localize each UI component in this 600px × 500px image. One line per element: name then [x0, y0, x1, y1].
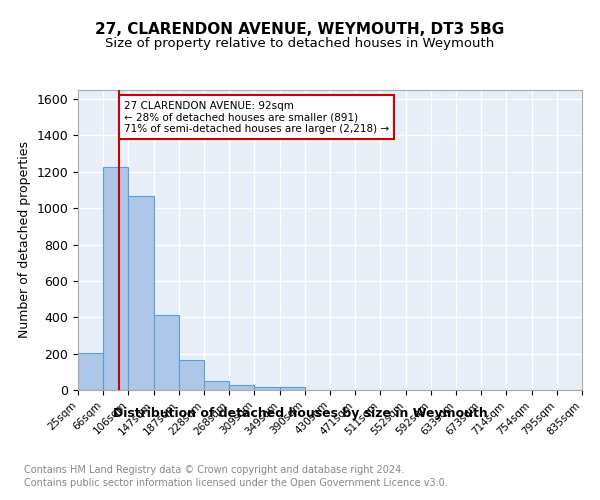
- Y-axis label: Number of detached properties: Number of detached properties: [18, 142, 31, 338]
- Bar: [254, 386, 280, 390]
- Bar: [229, 386, 254, 390]
- Bar: [280, 386, 305, 390]
- Bar: [154, 314, 179, 390]
- Text: Contains public sector information licensed under the Open Government Licence v3: Contains public sector information licen…: [24, 478, 448, 488]
- Text: 27 CLARENDON AVENUE: 92sqm
← 28% of detached houses are smaller (891)
71% of sem: 27 CLARENDON AVENUE: 92sqm ← 28% of deta…: [124, 100, 389, 134]
- Text: Contains HM Land Registry data © Crown copyright and database right 2024.: Contains HM Land Registry data © Crown c…: [24, 465, 404, 475]
- Bar: [128, 196, 154, 390]
- Bar: [204, 382, 229, 390]
- Text: Distribution of detached houses by size in Weymouth: Distribution of detached houses by size …: [113, 408, 487, 420]
- Bar: [78, 352, 103, 390]
- Bar: [179, 360, 204, 390]
- Text: Size of property relative to detached houses in Weymouth: Size of property relative to detached ho…: [106, 38, 494, 51]
- Text: 27, CLARENDON AVENUE, WEYMOUTH, DT3 5BG: 27, CLARENDON AVENUE, WEYMOUTH, DT3 5BG: [95, 22, 505, 38]
- Bar: [103, 168, 128, 390]
